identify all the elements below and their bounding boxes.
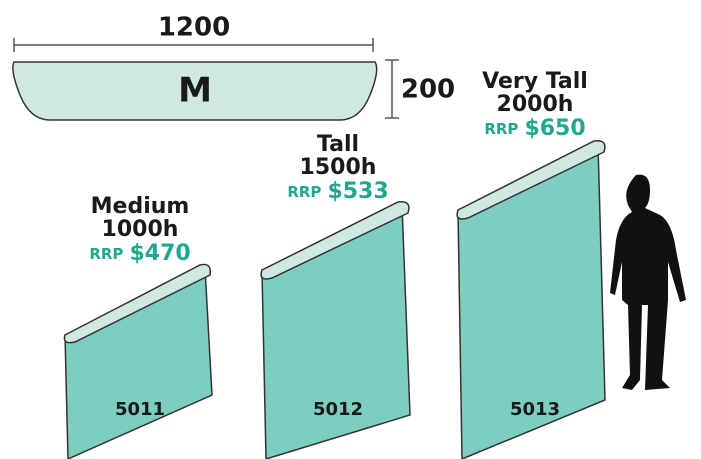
price: $650 xyxy=(524,116,585,141)
width-dimension xyxy=(13,38,374,52)
rrp-label: RRP xyxy=(484,120,518,138)
product-name: Medium xyxy=(91,194,190,219)
rrp-label: RRP xyxy=(287,183,321,201)
person-silhouette xyxy=(610,174,686,390)
product-price-line: RRP $650 xyxy=(484,116,585,141)
product-price-line: RRP $533 xyxy=(287,179,388,204)
product-code: 5011 xyxy=(115,399,165,420)
width-label: 1200 xyxy=(158,13,230,43)
panel xyxy=(260,200,411,459)
panel xyxy=(63,263,213,459)
top-shape xyxy=(12,61,378,121)
product-height: 2000h xyxy=(497,92,574,117)
price: $533 xyxy=(327,179,388,204)
product-height: 1500h xyxy=(300,155,377,180)
price: $470 xyxy=(129,241,190,266)
rrp-label: RRP xyxy=(89,245,123,263)
shape-label: M xyxy=(178,71,212,111)
depth-dimension xyxy=(385,59,399,119)
depth-label: 200 xyxy=(401,75,455,105)
panel xyxy=(456,139,606,459)
product-code: 5012 xyxy=(313,399,363,420)
product-name: Tall xyxy=(317,132,359,157)
product-price-line: RRP $470 xyxy=(89,241,190,266)
product-height: 1000h xyxy=(102,217,179,242)
product-code: 5013 xyxy=(510,399,560,420)
product-name: Very Tall xyxy=(482,69,588,94)
